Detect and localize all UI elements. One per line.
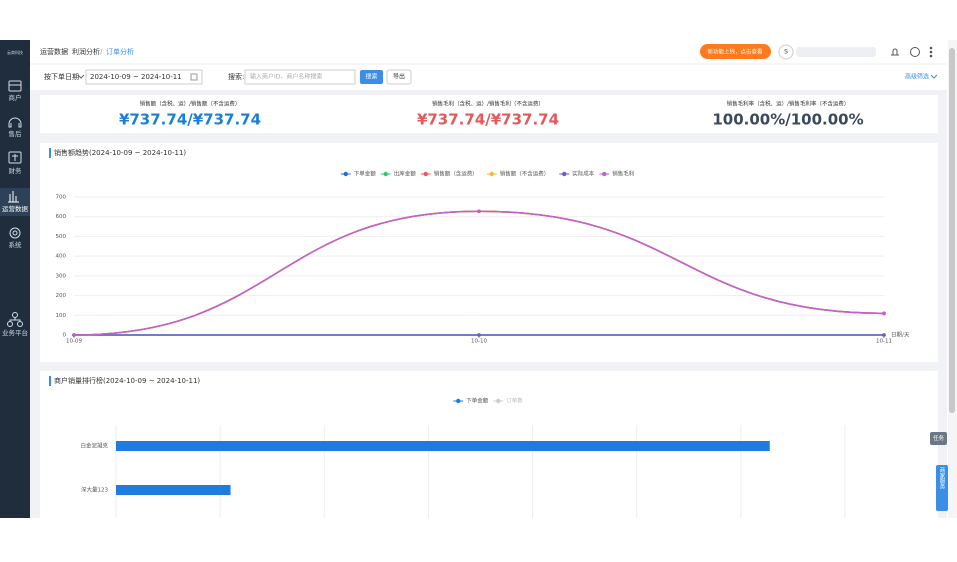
y-tick-label: 500 [56, 234, 67, 240]
advanced-filter[interactable]: 高级筛选 [905, 73, 929, 81]
legend-label[interactable]: 下单金额 [354, 170, 377, 178]
calendar-icon [190, 73, 198, 81]
header-icons[interactable] [891, 46, 933, 58]
legend-dot[interactable] [562, 171, 567, 177]
y-tick-label: 0 [63, 333, 67, 339]
caret [77, 74, 85, 79]
legend-dot[interactable] [383, 171, 388, 177]
x-tick-label: 10-10 [471, 339, 487, 345]
search-label: 搜索: [228, 72, 244, 81]
search-placeholder[interactable]: 输入商户ID、商户名称搜索 [250, 73, 322, 81]
legend-dot[interactable] [343, 171, 348, 177]
legend-dot[interactable] [423, 171, 428, 177]
title-accent [49, 376, 51, 386]
y-tick-label: 深大量123 [81, 486, 108, 494]
sidebar [0, 40, 30, 518]
legend-dot[interactable] [602, 171, 607, 177]
point [477, 333, 481, 337]
sidebar-item[interactable]: 运营数据 [2, 204, 29, 213]
user-name-blur [796, 47, 876, 57]
search-button-text[interactable]: 搜索 [365, 73, 377, 81]
date-type[interactable]: 按下单日期 [44, 72, 79, 81]
bottom-band [0, 518, 957, 558]
y-tick-label: 600 [56, 214, 67, 220]
service-tab[interactable] [936, 465, 948, 511]
x-tick-label: 10-09 [66, 339, 82, 345]
bar [116, 485, 231, 495]
breadcrumb-1[interactable]: 运营数据 [40, 47, 68, 56]
summary-value: ¥737.74/¥737.74 [119, 111, 261, 129]
summary-label: 销售毛利（含税、运）/销售毛利（不含运费） [432, 100, 544, 108]
logo: 云商科技 [7, 49, 23, 55]
y-tick-label: 400 [56, 254, 67, 260]
line-card [40, 143, 938, 362]
breadcrumb-2[interactable]: 利润分析 [72, 47, 100, 56]
scrollbar-thumb[interactable] [949, 48, 955, 413]
y-tick-label: 200 [56, 293, 67, 299]
summary-value: ¥737.74/¥737.74 [417, 111, 559, 129]
legend-label[interactable]: 出库金额 [394, 170, 417, 178]
point [882, 311, 886, 316]
search-input[interactable] [244, 69, 356, 85]
y-tick-label: 白金泥凝克 [80, 442, 108, 450]
legend-label[interactable]: 销售毛利 [612, 170, 634, 178]
chart-title: 商户销量排行榜(2024-10-09 ~ 2024-10-11) [54, 376, 200, 385]
point [72, 333, 76, 337]
title-accent [49, 148, 51, 158]
y-tick-label: 100 [56, 313, 67, 319]
summary-card [40, 95, 938, 133]
y-tick-label: 700 [56, 195, 67, 201]
task[interactable]: 任务 [933, 434, 945, 442]
legend-label[interactable]: 销售额（含运费） [434, 170, 478, 178]
breadcrumb-sep: / [100, 48, 103, 56]
export-button[interactable] [386, 69, 412, 85]
y-tick-label: 300 [56, 273, 67, 279]
breadcrumb-3[interactable]: 订单分析 [106, 47, 134, 56]
legend-label[interactable]: 订单数 [506, 397, 523, 405]
legend-label[interactable]: 实际成本 [572, 170, 595, 178]
summary-label: 销售额（含税、运）/销售额（不含运费） [140, 100, 241, 108]
chart-title: 销售额趋势(2024-10-09 ~ 2024-10-11) [54, 148, 186, 157]
legend-dot[interactable] [496, 398, 501, 404]
x-axis-label: 日期/天 [891, 332, 910, 339]
legend-label[interactable]: 下单金额 [466, 397, 489, 405]
legend-dot[interactable] [489, 171, 494, 177]
caret [930, 74, 938, 79]
point [882, 333, 886, 337]
date-input[interactable] [85, 69, 203, 85]
sidebar-item[interactable]: 售后 [9, 129, 23, 138]
avatar[interactable] [778, 44, 794, 60]
summary-value: 100.00%/100.00% [712, 111, 863, 129]
bar [116, 441, 770, 451]
notice[interactable]: 新功能上线，点击查看 [707, 48, 763, 56]
breadcrumb-sep: / [66, 48, 69, 56]
sidebar-icons [7, 80, 23, 327]
legend-dot[interactable] [456, 398, 461, 404]
export-button-text[interactable]: 导出 [393, 73, 405, 81]
service[interactable]: 商家服务 [939, 466, 946, 491]
task-tab[interactable] [930, 432, 947, 445]
legend-label[interactable]: 销售额（不含运费） [500, 170, 550, 178]
search-button[interactable] [360, 70, 383, 84]
date-range[interactable]: 2024-10-09 ~ 2024-10-11 [90, 73, 182, 81]
notice-pill[interactable] [700, 44, 771, 59]
sidebar-item[interactable]: 财务 [9, 166, 23, 175]
point [477, 209, 481, 214]
x-tick-label: 10-11 [876, 339, 892, 345]
summary-label: 销售毛利率（含税、运）/销售毛利率（不含运费） [727, 100, 850, 108]
sidebar-item[interactable]: 系统 [9, 240, 23, 249]
avatar-letter: S [784, 49, 788, 56]
sidebar-item[interactable]: 商户 [9, 93, 22, 102]
sidebar-item[interactable]: 业务平台 [2, 328, 28, 337]
